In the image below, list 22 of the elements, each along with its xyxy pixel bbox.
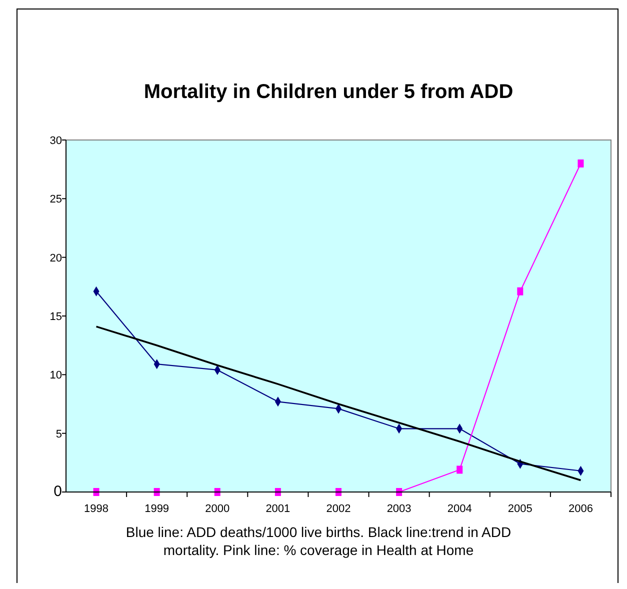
- x-tick-label: 2004: [447, 503, 472, 515]
- line-series: [95, 326, 582, 482]
- point: [517, 287, 524, 296]
- point: [578, 159, 584, 168]
- x-tick-label: 2000: [205, 503, 230, 515]
- chart-title: Mortality in Children under 5 from ADD: [144, 81, 514, 103]
- y-tick-label: 30: [50, 135, 62, 147]
- y-tick-label: 20: [50, 252, 62, 264]
- x-tick-label: 2001: [266, 503, 290, 515]
- y-tick-label: 0: [54, 483, 62, 500]
- x-tick-label: 1998: [84, 503, 109, 515]
- y-tick-label: 15: [50, 311, 62, 323]
- x-tick-label: 2005: [508, 503, 532, 515]
- x-tick-label: 2002: [326, 503, 351, 515]
- y-tick-label: 5: [56, 428, 62, 440]
- y-tick-label: 25: [50, 194, 62, 206]
- x-tick-label: 2003: [386, 503, 412, 515]
- point: [456, 466, 463, 474]
- text: Blue line: ADD deaths/1000 live births. Black line:trend in ADD mortality. Pink line: % coverage in Health at Home: [126, 524, 512, 558]
- x-tick-label: 1999: [144, 503, 170, 515]
- y-tick-label: 10: [50, 370, 62, 382]
- x-tick-label: 2006: [568, 503, 593, 515]
